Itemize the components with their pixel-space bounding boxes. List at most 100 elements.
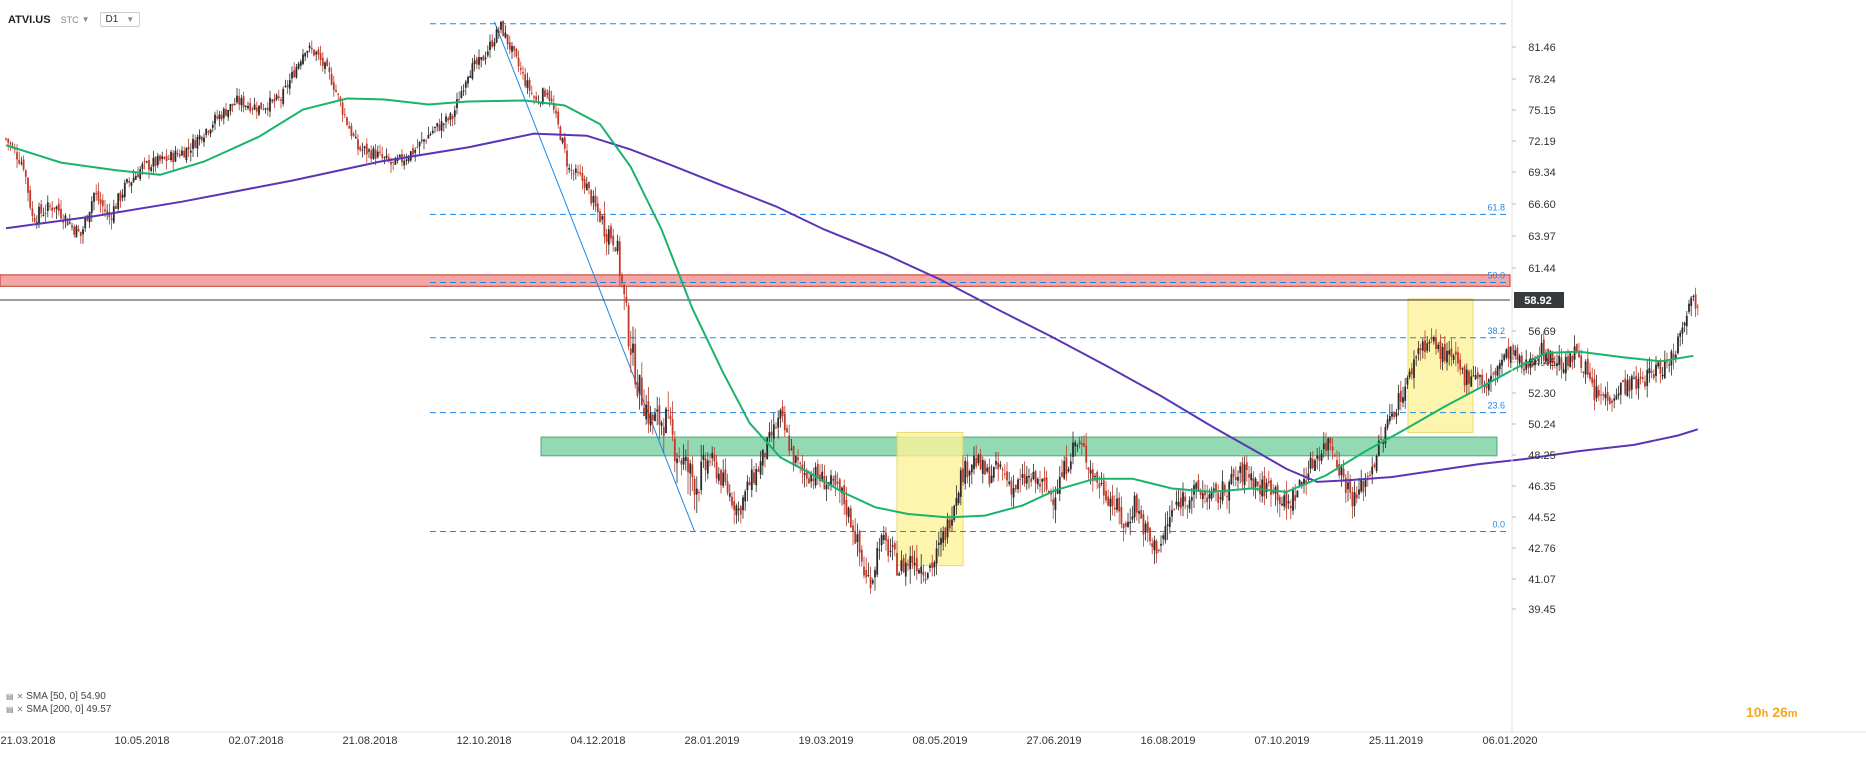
current-price-label: 58.92 [1524,295,1552,307]
fib-level-label: 61.8 [1487,202,1505,212]
candle-body [588,181,590,189]
candle-body [500,21,502,30]
candle-body [772,424,775,439]
candle-body [1208,494,1211,499]
candle-body [1206,497,1209,503]
candle-body [130,182,133,186]
candle-body [825,484,828,490]
candle-body [297,63,300,69]
candle-body [821,471,824,482]
candle-body [1239,466,1242,473]
candle-body [832,479,835,481]
symbol-label[interactable]: ATVI.US [8,13,51,26]
candle-body [231,103,234,106]
candle-body [1232,469,1235,477]
candle-body [1586,358,1589,375]
candle-body [1234,477,1237,480]
x-tick-label: 25.11.2019 [1369,735,1423,747]
candle-body [924,578,927,581]
candle-body [836,481,839,484]
candle-body [1276,485,1279,501]
candle-body [405,159,408,161]
source-selector[interactable]: STC ▼ [61,15,90,25]
candle-body [1034,471,1037,484]
legend-item-sma200[interactable]: ▤ ✕ SMA [200, 0] 49.57 [6,703,111,716]
candle-body [414,149,417,153]
candle-body [555,110,557,114]
candle-body [1384,427,1387,444]
y-tick-label: 75.15 [1528,105,1556,117]
candle-body [1661,374,1664,377]
candle-body [915,557,918,572]
candle-body [966,461,969,478]
settings-icon[interactable]: ▤ [6,705,14,714]
legend-item-sma50[interactable]: ▤ ✕ SMA [50, 0] 54.90 [6,690,111,703]
fib-level-label: 50.0 [1487,270,1505,280]
candle-body [341,102,344,115]
candle-body [764,453,766,458]
timeframe-selector[interactable]: D1 ▼ [99,12,141,27]
candle-body [603,215,606,237]
candle-body [904,562,907,577]
candle-body [1241,462,1244,482]
candle-body [590,190,593,204]
candle-body [656,409,659,412]
x-tick-label: 27.06.2019 [1026,735,1081,747]
candle-body [768,432,771,438]
candle-body [187,146,190,150]
y-tick-label: 78.24 [1528,74,1556,86]
candle-body [522,72,524,74]
source-label: STC [60,14,79,25]
close-icon[interactable]: ✕ [16,705,24,714]
candle-body [1078,440,1081,445]
candle-body [304,52,307,57]
candle-body [1582,371,1585,373]
candle-body [77,229,80,232]
candle-body [728,493,731,497]
candle-body [308,45,311,49]
candle-body [1021,474,1024,478]
y-tick-label: 42.76 [1528,543,1556,555]
candle-body [1690,297,1693,307]
candle-body [805,470,808,479]
candle-body [860,549,863,562]
candle-body [559,126,562,141]
candle-body [1217,493,1220,503]
candle-body [220,114,223,120]
candle-body [1091,469,1094,481]
close-icon[interactable]: ✕ [16,692,24,701]
countdown-hours-unit: h [1761,708,1769,720]
candle-body [1410,368,1413,375]
candle-body [1175,501,1178,505]
candle-body [209,129,212,134]
candle-body [634,343,637,385]
candle-body [1525,359,1528,370]
candle-body [5,138,7,140]
candle-body [526,80,529,88]
candle-body [733,501,736,511]
candle-body [280,99,282,101]
candle-body [458,99,461,101]
candle-body [1380,438,1382,440]
candle-body [812,478,815,481]
settings-icon[interactable]: ▤ [6,692,14,701]
candle-body [1564,356,1567,374]
candle-body [1030,478,1033,482]
candle-body [1685,315,1688,327]
candle-body [152,157,155,167]
candle-body [546,93,549,95]
candle-body [13,148,16,150]
candle-body [918,569,920,574]
y-tick-label: 61.44 [1528,263,1556,275]
candle-body [777,417,780,428]
candle-body [244,105,247,107]
candle-body [9,143,12,145]
candle-body [1300,482,1303,485]
candle-body [775,427,777,429]
candle-body [1058,476,1061,494]
candle-body [1278,496,1281,505]
fib-level-label: 38.2 [1487,326,1505,336]
candle-body [1010,480,1013,495]
